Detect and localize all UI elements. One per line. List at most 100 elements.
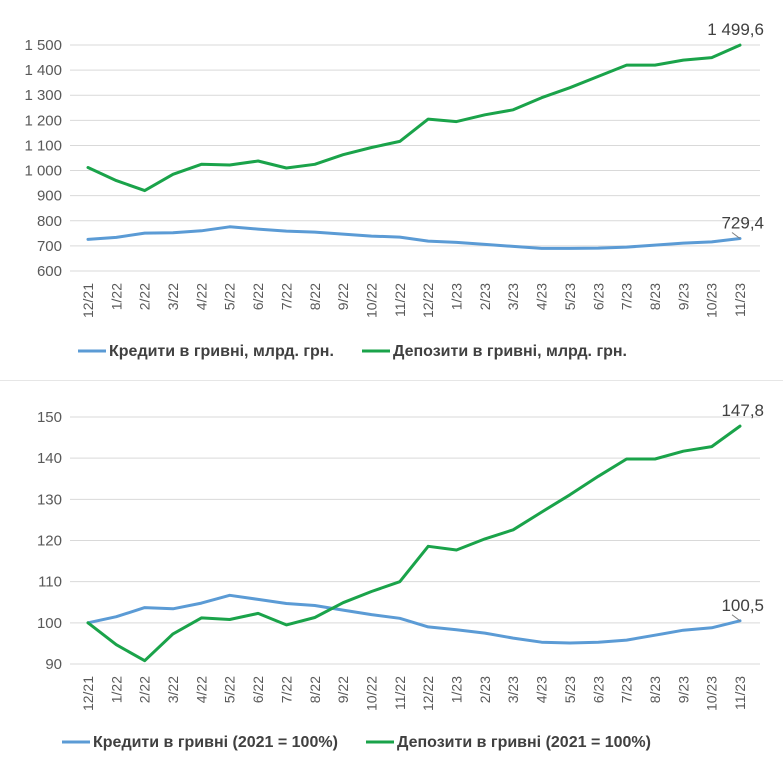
x-tick-label: 8/22 <box>307 676 323 703</box>
x-tick-label: 7/22 <box>278 676 294 703</box>
data-point <box>284 229 288 233</box>
data-point <box>653 243 657 247</box>
x-tick-label: 4/23 <box>534 676 550 703</box>
legend-label: Кредити в гривні (2021 = 100%) <box>93 734 338 751</box>
x-tick-label: 10/23 <box>704 283 720 318</box>
data-point <box>596 246 600 250</box>
y-tick-label: 110 <box>38 574 62 591</box>
y-tick-label: 1 500 <box>24 37 62 54</box>
data-point <box>681 628 685 632</box>
x-tick-label: 6/22 <box>250 283 266 310</box>
data-point <box>369 590 373 594</box>
legend-label: Депозити в гривні, млрд. грн. <box>393 343 627 360</box>
x-tick-label: 3/23 <box>505 283 521 310</box>
x-tick-label: 3/22 <box>165 283 181 310</box>
data-point <box>511 528 515 532</box>
data-point <box>455 120 459 124</box>
x-tick-label: 1/23 <box>449 283 465 310</box>
data-point <box>511 108 515 112</box>
x-tick-label: 9/22 <box>335 283 351 310</box>
end-value-label: 100,5 <box>721 596 764 615</box>
y-tick-label: 130 <box>37 491 62 508</box>
x-tick-label: 1/22 <box>108 676 124 703</box>
data-point <box>398 580 402 584</box>
data-point <box>228 593 232 597</box>
x-tick-label: 4/22 <box>193 676 209 703</box>
data-point <box>256 159 260 163</box>
data-point <box>568 246 572 250</box>
data-point <box>426 239 430 243</box>
data-point <box>313 615 317 619</box>
data-point <box>228 163 232 167</box>
chart-panel-bottom: 90 100 110 120 130 140 150 12/21 1/22 2/22 3/22 4/2… <box>0 380 783 769</box>
data-point <box>256 597 260 601</box>
x-tick-label: 6/23 <box>590 283 606 310</box>
data-point <box>738 424 742 428</box>
data-point <box>455 628 459 632</box>
x-tick-label: 2/23 <box>477 676 493 703</box>
data-point <box>681 449 685 453</box>
data-point <box>568 641 572 645</box>
data-point <box>540 510 544 514</box>
data-point <box>681 241 685 245</box>
data-point <box>568 86 572 90</box>
y-tick-label: 1 000 <box>24 163 62 180</box>
data-point <box>625 457 629 461</box>
data-point <box>540 640 544 644</box>
data-point <box>114 235 118 239</box>
x-tick-label: 5/23 <box>562 676 578 703</box>
chart-panel-top: 600 700 800 900 1 000 1 100 1 200 1 300 1 400 1 5… <box>0 0 783 375</box>
x-tick-label: 2/23 <box>477 283 493 310</box>
x-tick-label: 3/23 <box>505 676 521 703</box>
data-point <box>511 636 515 640</box>
data-point <box>710 445 714 449</box>
x-tick-label: 12/21 <box>80 283 96 318</box>
data-point <box>653 457 657 461</box>
data-point <box>455 240 459 244</box>
x-tick-label: 12/21 <box>80 676 96 711</box>
x-tick-label: 8/23 <box>647 676 663 703</box>
x-tick-label: 11/22 <box>392 676 408 710</box>
data-point <box>455 548 459 552</box>
data-point <box>483 113 487 117</box>
y-tick-label: 150 <box>37 409 62 426</box>
y-tick-label: 1 200 <box>24 112 62 129</box>
data-point <box>681 58 685 62</box>
data-point <box>199 601 203 605</box>
data-point <box>483 631 487 635</box>
data-point <box>171 172 175 176</box>
data-point <box>540 246 544 250</box>
x-tick-label: 12/22 <box>420 676 436 711</box>
data-point <box>341 153 345 157</box>
data-point <box>596 74 600 78</box>
data-point <box>284 623 288 627</box>
x-tick-label: 11/23 <box>732 676 748 710</box>
x-tick-label: 9/23 <box>675 283 691 310</box>
data-point <box>625 638 629 642</box>
data-point <box>738 43 742 47</box>
data-point <box>341 601 345 605</box>
data-point <box>86 237 90 241</box>
data-point <box>143 606 147 610</box>
x-tick-label: 2/22 <box>137 676 153 703</box>
data-point <box>256 227 260 231</box>
y-tick-label: 800 <box>37 213 62 230</box>
end-value-label: 1 499,6 <box>707 20 764 39</box>
data-point <box>540 96 544 100</box>
x-tick-label: 6/22 <box>250 676 266 703</box>
x-tick-label: 8/22 <box>307 283 323 310</box>
data-point <box>568 493 572 497</box>
data-point <box>199 229 203 233</box>
x-tick-label: 5/22 <box>222 676 238 703</box>
data-point <box>483 537 487 541</box>
y-tick-label: 1 300 <box>24 87 62 104</box>
data-point <box>653 63 657 67</box>
series-line-credits <box>86 225 742 250</box>
data-point <box>199 162 203 166</box>
data-point <box>199 616 203 620</box>
chart-deposits-credits-absolute: 600 700 800 900 1 000 1 100 1 200 1 300 1 400 1 5… <box>24 20 764 360</box>
x-tick-label: 12/22 <box>420 283 436 318</box>
data-point <box>398 139 402 143</box>
leader-line <box>731 614 741 622</box>
x-tick-label: 10/23 <box>704 676 720 711</box>
